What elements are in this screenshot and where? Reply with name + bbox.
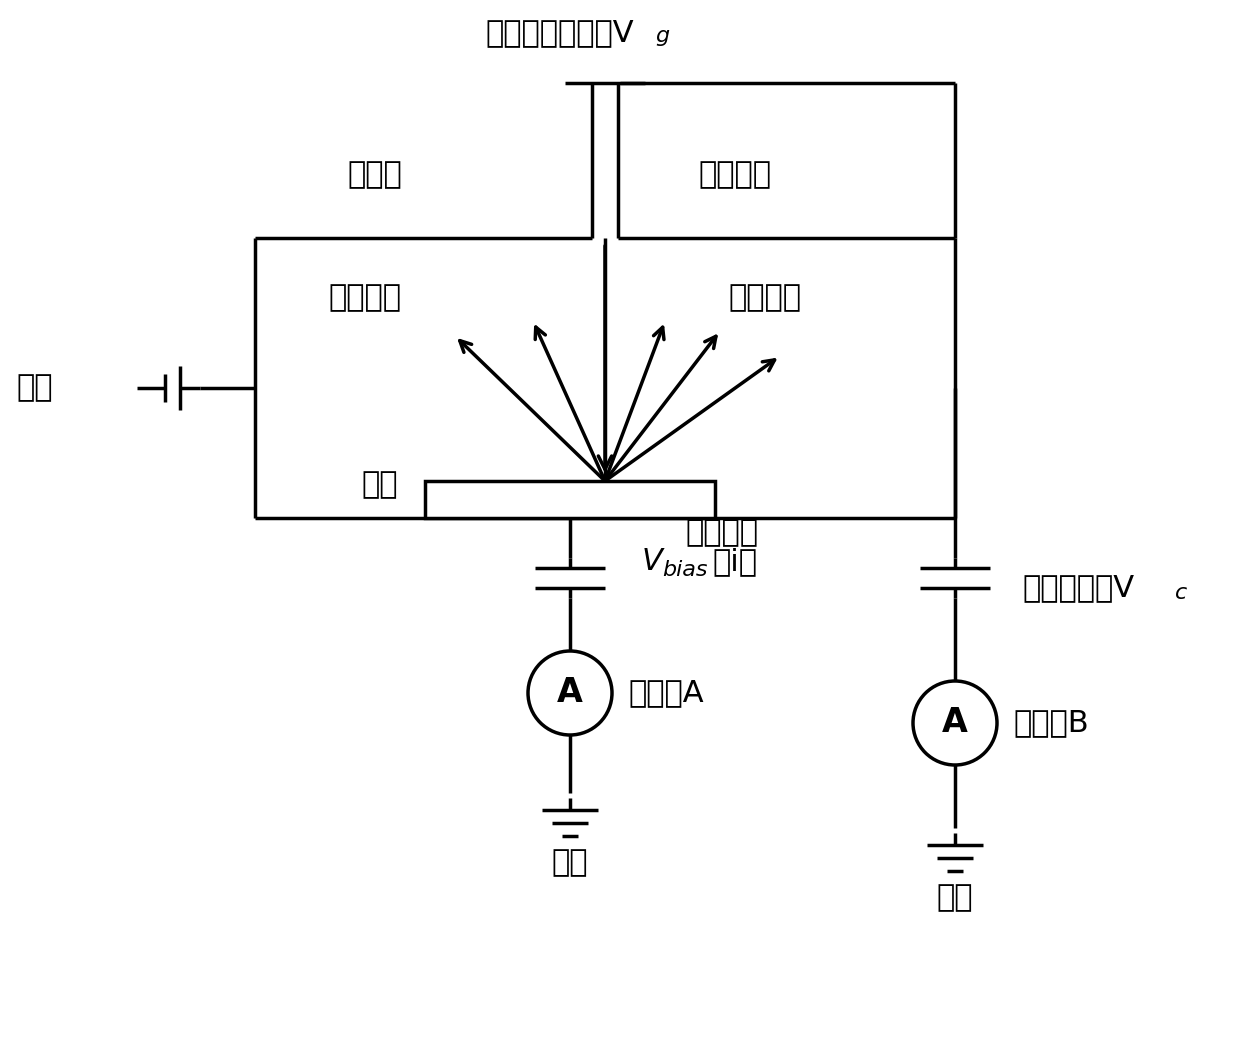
Text: 收集极: 收集极 (347, 161, 402, 190)
Text: 接地: 接地 (552, 849, 588, 877)
Text: 二次电子: 二次电子 (329, 284, 402, 313)
Text: 二次电子: 二次电子 (729, 284, 801, 313)
Text: 收集极偏压V: 收集极偏压V (1022, 574, 1135, 603)
Circle shape (528, 651, 613, 735)
Circle shape (913, 681, 997, 765)
Text: 电流表A: 电流表A (627, 679, 703, 707)
Text: 入射电子: 入射电子 (698, 161, 771, 190)
Text: 电子枪阴极电压V: 电子枪阴极电压V (486, 19, 635, 48)
Text: g: g (655, 26, 670, 46)
Text: bias: bias (662, 560, 708, 580)
Bar (425, 481, 715, 518)
Text: 样品: 样品 (362, 470, 398, 500)
Text: 样品偏压: 样品偏压 (684, 518, 758, 548)
Text: （i）: （i） (712, 547, 756, 576)
Text: 接地: 接地 (936, 883, 973, 913)
Text: V: V (642, 547, 663, 576)
Text: 电流表B: 电流表B (1013, 708, 1089, 737)
Text: c: c (1176, 583, 1187, 603)
Text: 接地: 接地 (17, 373, 53, 403)
Text: A: A (942, 706, 968, 739)
Text: A: A (557, 677, 583, 709)
